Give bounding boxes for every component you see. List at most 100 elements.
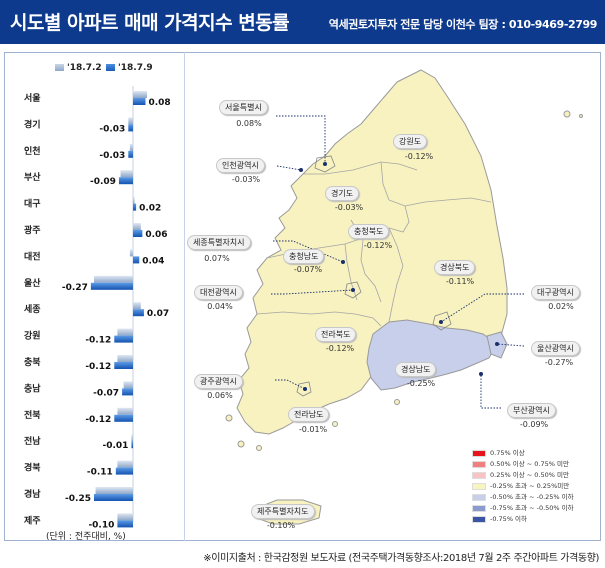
map-legend-row: 0.50% 이상 ~ 0.75% 미만	[472, 459, 597, 470]
callout-value-gyeongbuk: -0.11%	[445, 277, 475, 286]
bar-series-b	[94, 494, 133, 501]
callout-value-seoul: 0.08%	[236, 119, 262, 128]
callout-value-ulsan: -0.27%	[544, 358, 574, 367]
bar-series-a	[117, 513, 133, 521]
daegu-marker	[439, 320, 443, 324]
bar-series-b	[133, 203, 137, 211]
map-legend-row: -0.25% 초과 ~ 0.25%미만	[472, 481, 597, 492]
region-label: 대구	[24, 198, 41, 210]
map-legend-label: -0.50% 초과 ~ -0.25% 이하	[490, 493, 574, 501]
callout-name-daegu: 대구광역시	[531, 285, 580, 300]
map-legend-label: 0.50% 이상 ~ 0.75% 미만	[490, 460, 569, 468]
bar-series-a	[129, 143, 133, 151]
bar-series-a	[120, 170, 133, 178]
map-legend-label: -0.75% 이하	[490, 515, 528, 523]
callout-value-sejong: 0.07%	[204, 254, 230, 263]
bar-value-label: 0.06	[145, 230, 167, 240]
callout-leader-lines	[271, 115, 525, 409]
map-legend-swatch	[472, 471, 486, 479]
callout-value-jeju: -0.10%	[266, 521, 296, 530]
region-label: 경남	[24, 488, 41, 500]
bar-series-b	[133, 309, 144, 317]
bar-series-a	[129, 249, 133, 257]
bar-value-label: -0.01	[102, 441, 128, 451]
callout-name-chungbuk: 충청북도	[348, 224, 390, 239]
bar-value-label: -0.12	[85, 336, 111, 346]
bar-series-b	[90, 282, 133, 290]
callout-value-incheon: -0.03%	[231, 175, 261, 184]
map-dokdo	[579, 114, 583, 118]
callout-name-daejeon: 대전광역시	[194, 285, 243, 300]
region-label: 인천	[24, 146, 41, 157]
map-legend-swatch	[472, 482, 486, 490]
callout-value-daejeon: 0.04%	[207, 302, 233, 311]
bar-series-a	[95, 487, 133, 494]
bar-series-b	[114, 335, 133, 343]
panel-divider	[184, 52, 185, 541]
callout-value-gangwon: -0.12%	[404, 152, 434, 161]
busan-marker	[479, 372, 483, 376]
map-ulleungdo	[563, 110, 571, 118]
callout-name-incheon: 인천광역시	[216, 158, 265, 173]
bar-series-a	[131, 434, 133, 442]
bar-value-label: -0.07	[93, 388, 119, 398]
region-label: 경기	[24, 118, 41, 130]
bar-value-label: -0.03	[99, 151, 125, 161]
legend-item-series-b: '18.7.9	[106, 63, 153, 73]
bar-series-a	[133, 91, 148, 98]
map-island	[332, 421, 338, 427]
legend-swatch-series-b	[106, 64, 115, 71]
bar-series-b	[128, 124, 133, 132]
map-island	[237, 440, 245, 448]
bar-value-label: -0.11	[87, 468, 113, 478]
legend-swatch-series-a	[55, 64, 64, 71]
region-label: 경북	[24, 462, 41, 474]
bar-series-a	[117, 407, 133, 415]
gwangju-marker	[303, 387, 307, 391]
map-legend-label: 0.75% 이상	[490, 449, 525, 457]
legend-label-series-a: '18.7.2	[67, 63, 102, 73]
bar-value-label: 0.04	[142, 256, 164, 266]
callout-name-ulsan: 울산광역시	[531, 341, 580, 356]
map-legend-label: 0.25% 이상 ~ 0.50% 미만	[490, 471, 569, 479]
callout-value-busan: -0.09%	[519, 420, 549, 429]
map-legend-row: 0.25% 이상 ~ 0.50% 미만	[472, 470, 597, 481]
map-legend-row: -0.75% 초과 ~ -0.50% 이하	[472, 503, 597, 514]
bar-value-label: -0.25	[65, 494, 91, 504]
map-island	[225, 414, 233, 422]
map-legend-swatch	[472, 504, 486, 512]
bar-series-a	[117, 355, 133, 362]
callout-name-chungnam: 충청남도	[283, 249, 325, 264]
bar-series-a	[123, 381, 133, 389]
callout-name-sejong: 세종특별자치시	[187, 235, 251, 250]
bar-value-label: -0.10	[88, 520, 114, 530]
sejong-marker	[341, 260, 345, 264]
map-legend-swatch	[472, 460, 486, 468]
callout-value-gyeonggi: -0.03%	[334, 203, 364, 212]
bar-value-label: -0.27	[62, 283, 88, 293]
region-label: 충북	[24, 356, 41, 368]
callout-value-chungbuk: -0.12%	[363, 241, 393, 250]
region-label: 강원	[24, 330, 41, 342]
callout-value-gyeongnam: -0.25%	[406, 379, 436, 388]
bar-series-b	[133, 230, 143, 237]
bar-series-b	[114, 414, 133, 422]
bar-series-a	[117, 328, 133, 336]
bar-value-label: -0.03	[99, 124, 125, 134]
map-legend-row: -0.75% 이하	[472, 514, 597, 525]
legend-item-series-a: '18.7.2	[55, 63, 102, 73]
bar-series-b	[117, 520, 133, 528]
bar-series-a	[117, 460, 133, 468]
bar-series-b	[122, 388, 133, 396]
bar-value-label: -0.12	[85, 362, 111, 372]
callout-name-gangwon: 강원도	[393, 134, 428, 149]
bar-series-a	[133, 223, 141, 230]
map-island	[256, 445, 262, 451]
map-legend-label: -0.75% 초과 ~ -0.50% 이하	[490, 504, 574, 512]
unit-note: (단위 : 전주대비, %)	[46, 532, 126, 542]
region-label: 전북	[24, 409, 41, 421]
bar-series-b	[133, 256, 140, 264]
callout-name-gyeonggi: 경기도	[325, 186, 360, 201]
callout-name-seoul: 서울특별시	[219, 100, 268, 115]
bar-series-a	[133, 196, 135, 204]
